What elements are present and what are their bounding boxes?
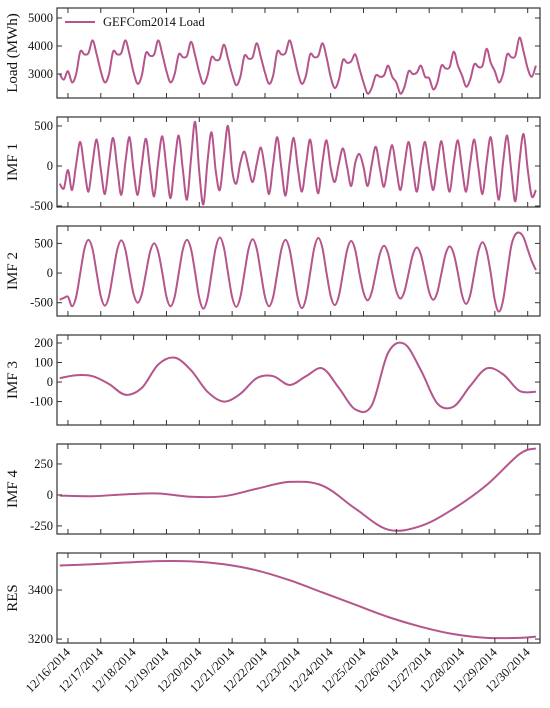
y-tick-label: 500 xyxy=(34,236,53,250)
y-tick-label: 4000 xyxy=(28,39,53,53)
y-tick-label: 3400 xyxy=(28,583,53,597)
y-tick-label: -100 xyxy=(30,395,53,409)
y-axis-label: IMF 3 xyxy=(5,361,21,399)
plot-frame xyxy=(56,7,541,99)
plot-frame xyxy=(56,116,541,208)
y-tick-label: -250 xyxy=(30,519,53,533)
data-line xyxy=(59,341,536,414)
y-axis-label: IMF 4 xyxy=(5,470,21,508)
y-tick-label: 3200 xyxy=(28,632,53,646)
plot-frame xyxy=(56,443,541,535)
y-axis-label: IMF 2 xyxy=(5,252,21,290)
y-tick-label: 3000 xyxy=(28,67,53,81)
data-line xyxy=(59,231,537,313)
plot-frame xyxy=(56,552,541,644)
y-tick-label: -500 xyxy=(30,199,53,213)
legend-label: GEFCom2014 Load xyxy=(103,15,205,29)
y-tick-label: 250 xyxy=(34,457,53,471)
y-tick-label: 0 xyxy=(47,375,53,389)
y-tick-label: 0 xyxy=(47,266,53,280)
plot-frame xyxy=(56,334,541,426)
y-tick-label: 100 xyxy=(34,356,53,370)
plot-frame xyxy=(56,225,541,317)
y-tick-label: 500 xyxy=(34,119,53,133)
y-axis-label: RES xyxy=(5,584,21,612)
data-line xyxy=(58,36,537,95)
y-axis-label: Load (MWh) xyxy=(5,13,21,93)
y-tick-label: 0 xyxy=(47,488,53,502)
y-tick-label: 5000 xyxy=(28,11,53,25)
y-tick-label: 200 xyxy=(34,336,53,350)
y-tick-label: -500 xyxy=(30,296,53,310)
data-line xyxy=(58,120,537,206)
data-line xyxy=(59,447,537,532)
data-line xyxy=(59,559,536,640)
y-axis-label: IMF 1 xyxy=(5,143,21,181)
y-tick-label: 0 xyxy=(47,159,53,173)
